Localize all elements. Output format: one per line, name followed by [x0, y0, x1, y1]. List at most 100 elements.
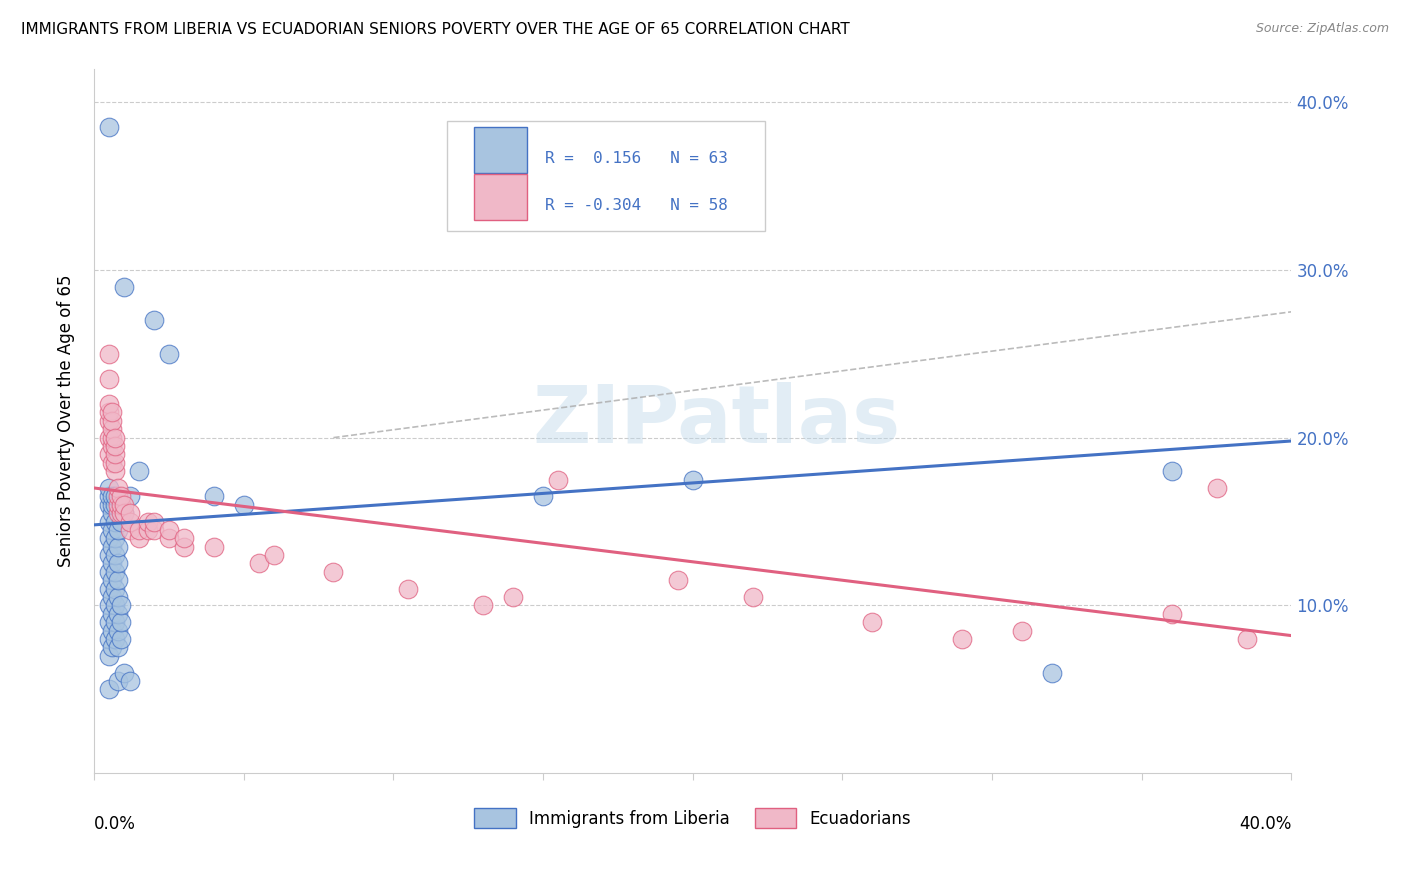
Point	[101, 607, 124, 621]
Legend: Immigrants from Liberia, Ecuadorians: Immigrants from Liberia, Ecuadorians	[474, 808, 911, 829]
Point	[142, 515, 165, 529]
Point	[173, 540, 195, 554]
Point	[107, 607, 129, 621]
Point	[101, 431, 124, 445]
Point	[101, 523, 124, 537]
Point	[107, 498, 129, 512]
Point	[101, 573, 124, 587]
Point	[112, 665, 135, 680]
Point	[97, 531, 120, 545]
Point	[110, 489, 132, 503]
Point	[110, 632, 132, 646]
Point	[104, 632, 127, 646]
Point	[547, 473, 569, 487]
Text: IMMIGRANTS FROM LIBERIA VS ECUADORIAN SENIORS POVERTY OVER THE AGE OF 65 CORRELA: IMMIGRANTS FROM LIBERIA VS ECUADORIAN SE…	[21, 22, 849, 37]
Text: R =  0.156   N = 63: R = 0.156 N = 63	[546, 151, 728, 166]
Point	[101, 414, 124, 428]
Point	[97, 481, 120, 495]
Point	[101, 439, 124, 453]
Point	[101, 590, 124, 604]
Point	[1040, 665, 1063, 680]
Point	[173, 531, 195, 545]
Point	[104, 464, 127, 478]
Point	[97, 447, 120, 461]
Point	[104, 582, 127, 596]
Point	[472, 599, 495, 613]
Point	[101, 489, 124, 503]
Point	[107, 506, 129, 520]
Bar	[474, 174, 527, 220]
Point	[101, 624, 124, 638]
Text: ZIPatlas: ZIPatlas	[533, 382, 901, 460]
Point	[110, 498, 132, 512]
Point	[107, 557, 129, 571]
Point	[110, 515, 132, 529]
Point	[104, 515, 127, 529]
Point	[1160, 607, 1182, 621]
Point	[97, 498, 120, 512]
Point	[502, 590, 524, 604]
Point	[107, 523, 129, 537]
Point	[97, 682, 120, 697]
Point	[112, 506, 135, 520]
Point	[1160, 464, 1182, 478]
Point	[112, 279, 135, 293]
Point	[104, 531, 127, 545]
Point	[142, 523, 165, 537]
Point	[322, 565, 344, 579]
Point	[104, 615, 127, 630]
Point	[97, 431, 120, 445]
Point	[247, 557, 270, 571]
Point	[97, 615, 120, 630]
Point	[202, 540, 225, 554]
Point	[118, 523, 141, 537]
Point	[97, 582, 120, 596]
Point	[531, 489, 554, 503]
Point	[142, 313, 165, 327]
Point	[104, 439, 127, 453]
Point	[107, 481, 129, 495]
Point	[202, 489, 225, 503]
Point	[157, 347, 180, 361]
Point	[104, 489, 127, 503]
Point	[97, 548, 120, 562]
Point	[110, 506, 132, 520]
Point	[118, 515, 141, 529]
Point	[97, 414, 120, 428]
Point	[107, 590, 129, 604]
Point	[104, 599, 127, 613]
Point	[860, 615, 883, 630]
Point	[107, 540, 129, 554]
Point	[136, 523, 159, 537]
Point	[128, 523, 150, 537]
Point	[1205, 481, 1227, 495]
Point	[107, 624, 129, 638]
Point	[97, 599, 120, 613]
Point	[741, 590, 763, 604]
Point	[666, 573, 689, 587]
FancyBboxPatch shape	[447, 121, 765, 231]
Text: R = -0.304   N = 58: R = -0.304 N = 58	[546, 198, 728, 213]
Point	[97, 120, 120, 135]
Point	[104, 447, 127, 461]
Point	[101, 498, 124, 512]
Point	[110, 599, 132, 613]
Point	[107, 640, 129, 655]
Point	[682, 473, 704, 487]
Point	[104, 565, 127, 579]
Point	[1011, 624, 1033, 638]
Point	[101, 456, 124, 470]
Bar	[474, 127, 527, 172]
Point	[263, 548, 285, 562]
Point	[112, 498, 135, 512]
Point	[128, 531, 150, 545]
Point	[101, 557, 124, 571]
Point	[97, 405, 120, 419]
Point	[118, 489, 141, 503]
Point	[97, 515, 120, 529]
Point	[101, 540, 124, 554]
Y-axis label: Seniors Poverty Over the Age of 65: Seniors Poverty Over the Age of 65	[58, 275, 75, 567]
Point	[101, 640, 124, 655]
Point	[128, 464, 150, 478]
Point	[112, 506, 135, 520]
